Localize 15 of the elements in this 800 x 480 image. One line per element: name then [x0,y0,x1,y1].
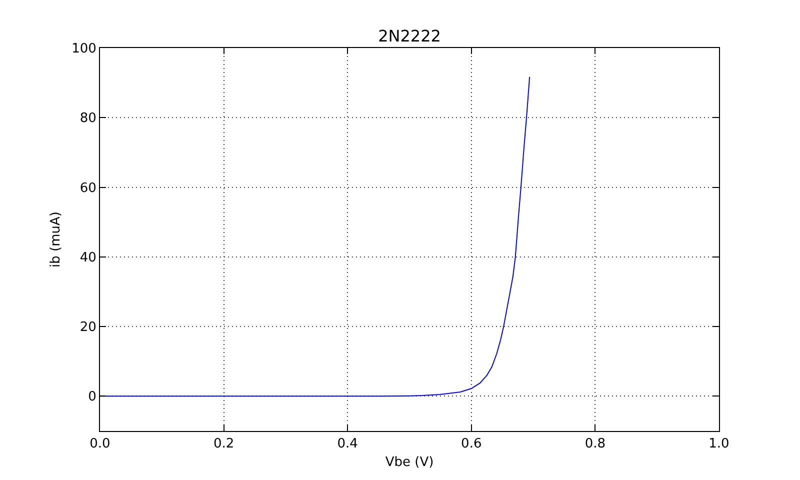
x-tick-label: 0.0 [90,436,110,452]
x-tick-label: 0.8 [584,436,606,452]
x-axis-title: Vbe (V) [385,455,434,470]
y-tick-label: 20 [80,320,96,336]
y-tick-label: 60 [80,180,96,196]
y-axis-title: ib (muA) [48,212,64,268]
x-tick-label: 0.4 [337,436,358,452]
y-tick-label: 80 [80,111,96,126]
y-tick-label: 0 [88,390,96,405]
x-tick-label: 0.2 [213,436,234,452]
x-tick-label: 0.6 [461,436,482,452]
x-tick-label: 1.0 [708,436,730,452]
y-tick-label: 100 [72,42,96,57]
y-tick-label: 40 [80,250,96,266]
chart-title: 2N2222 [378,26,441,46]
